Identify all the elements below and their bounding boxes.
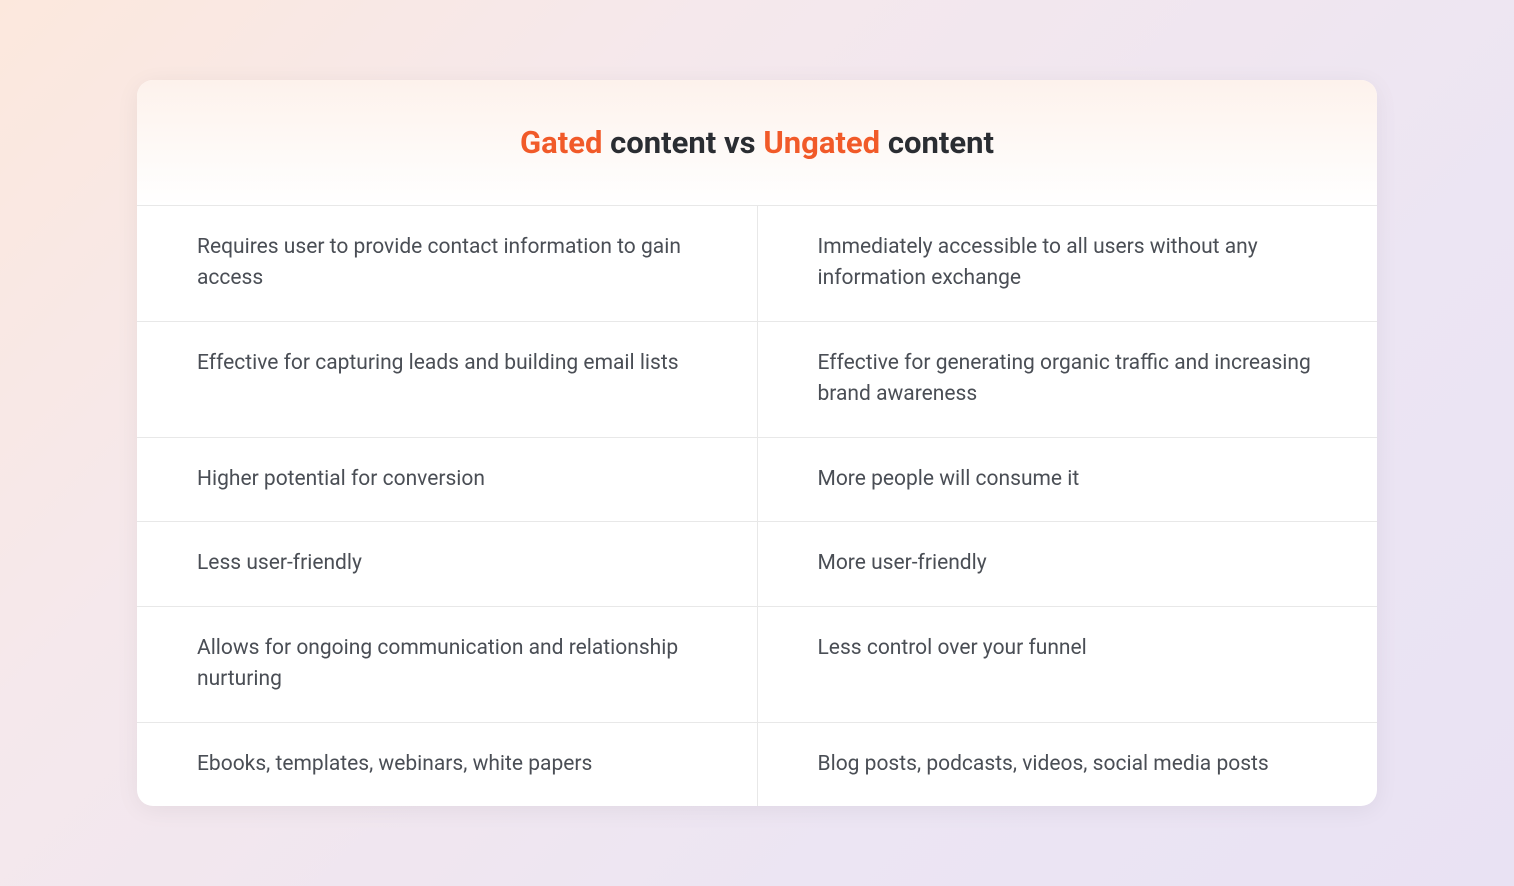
card-header: Gated content vs Ungated content — [137, 80, 1377, 206]
comparison-card: Gated content vs Ungated content Require… — [137, 80, 1377, 807]
table-row: Requires user to provide contact informa… — [137, 206, 1377, 322]
title-accent-ungated: Ungated — [763, 124, 880, 161]
table-row: Ebooks, templates, webinars, white paper… — [137, 722, 1377, 806]
table-row: Less user-friendly More user-friendly — [137, 522, 1377, 607]
gated-cell: Ebooks, templates, webinars, white paper… — [137, 722, 757, 806]
comparison-table-body: Requires user to provide contact informa… — [137, 206, 1377, 807]
table-row: Effective for capturing leads and buildi… — [137, 321, 1377, 437]
gated-cell: Effective for capturing leads and buildi… — [137, 321, 757, 437]
table-row: Allows for ongoing communication and rel… — [137, 606, 1377, 722]
comparison-table: Requires user to provide contact informa… — [137, 206, 1377, 807]
gated-cell: Less user-friendly — [137, 522, 757, 607]
ungated-cell: Effective for generating organic traffic… — [757, 321, 1377, 437]
gated-cell: Requires user to provide contact informa… — [137, 206, 757, 322]
gated-cell: Higher potential for conversion — [137, 437, 757, 522]
ungated-cell: Immediately accessible to all users with… — [757, 206, 1377, 322]
title-text-1: content vs — [602, 124, 763, 161]
card-title: Gated content vs Ungated content — [197, 124, 1317, 161]
title-text-2: content — [880, 124, 994, 161]
table-row: Higher potential for conversion More peo… — [137, 437, 1377, 522]
ungated-cell: Blog posts, podcasts, videos, social med… — [757, 722, 1377, 806]
gated-cell: Allows for ongoing communication and rel… — [137, 606, 757, 722]
ungated-cell: More people will consume it — [757, 437, 1377, 522]
title-accent-gated: Gated — [520, 124, 602, 161]
ungated-cell: More user-friendly — [757, 522, 1377, 607]
ungated-cell: Less control over your funnel — [757, 606, 1377, 722]
